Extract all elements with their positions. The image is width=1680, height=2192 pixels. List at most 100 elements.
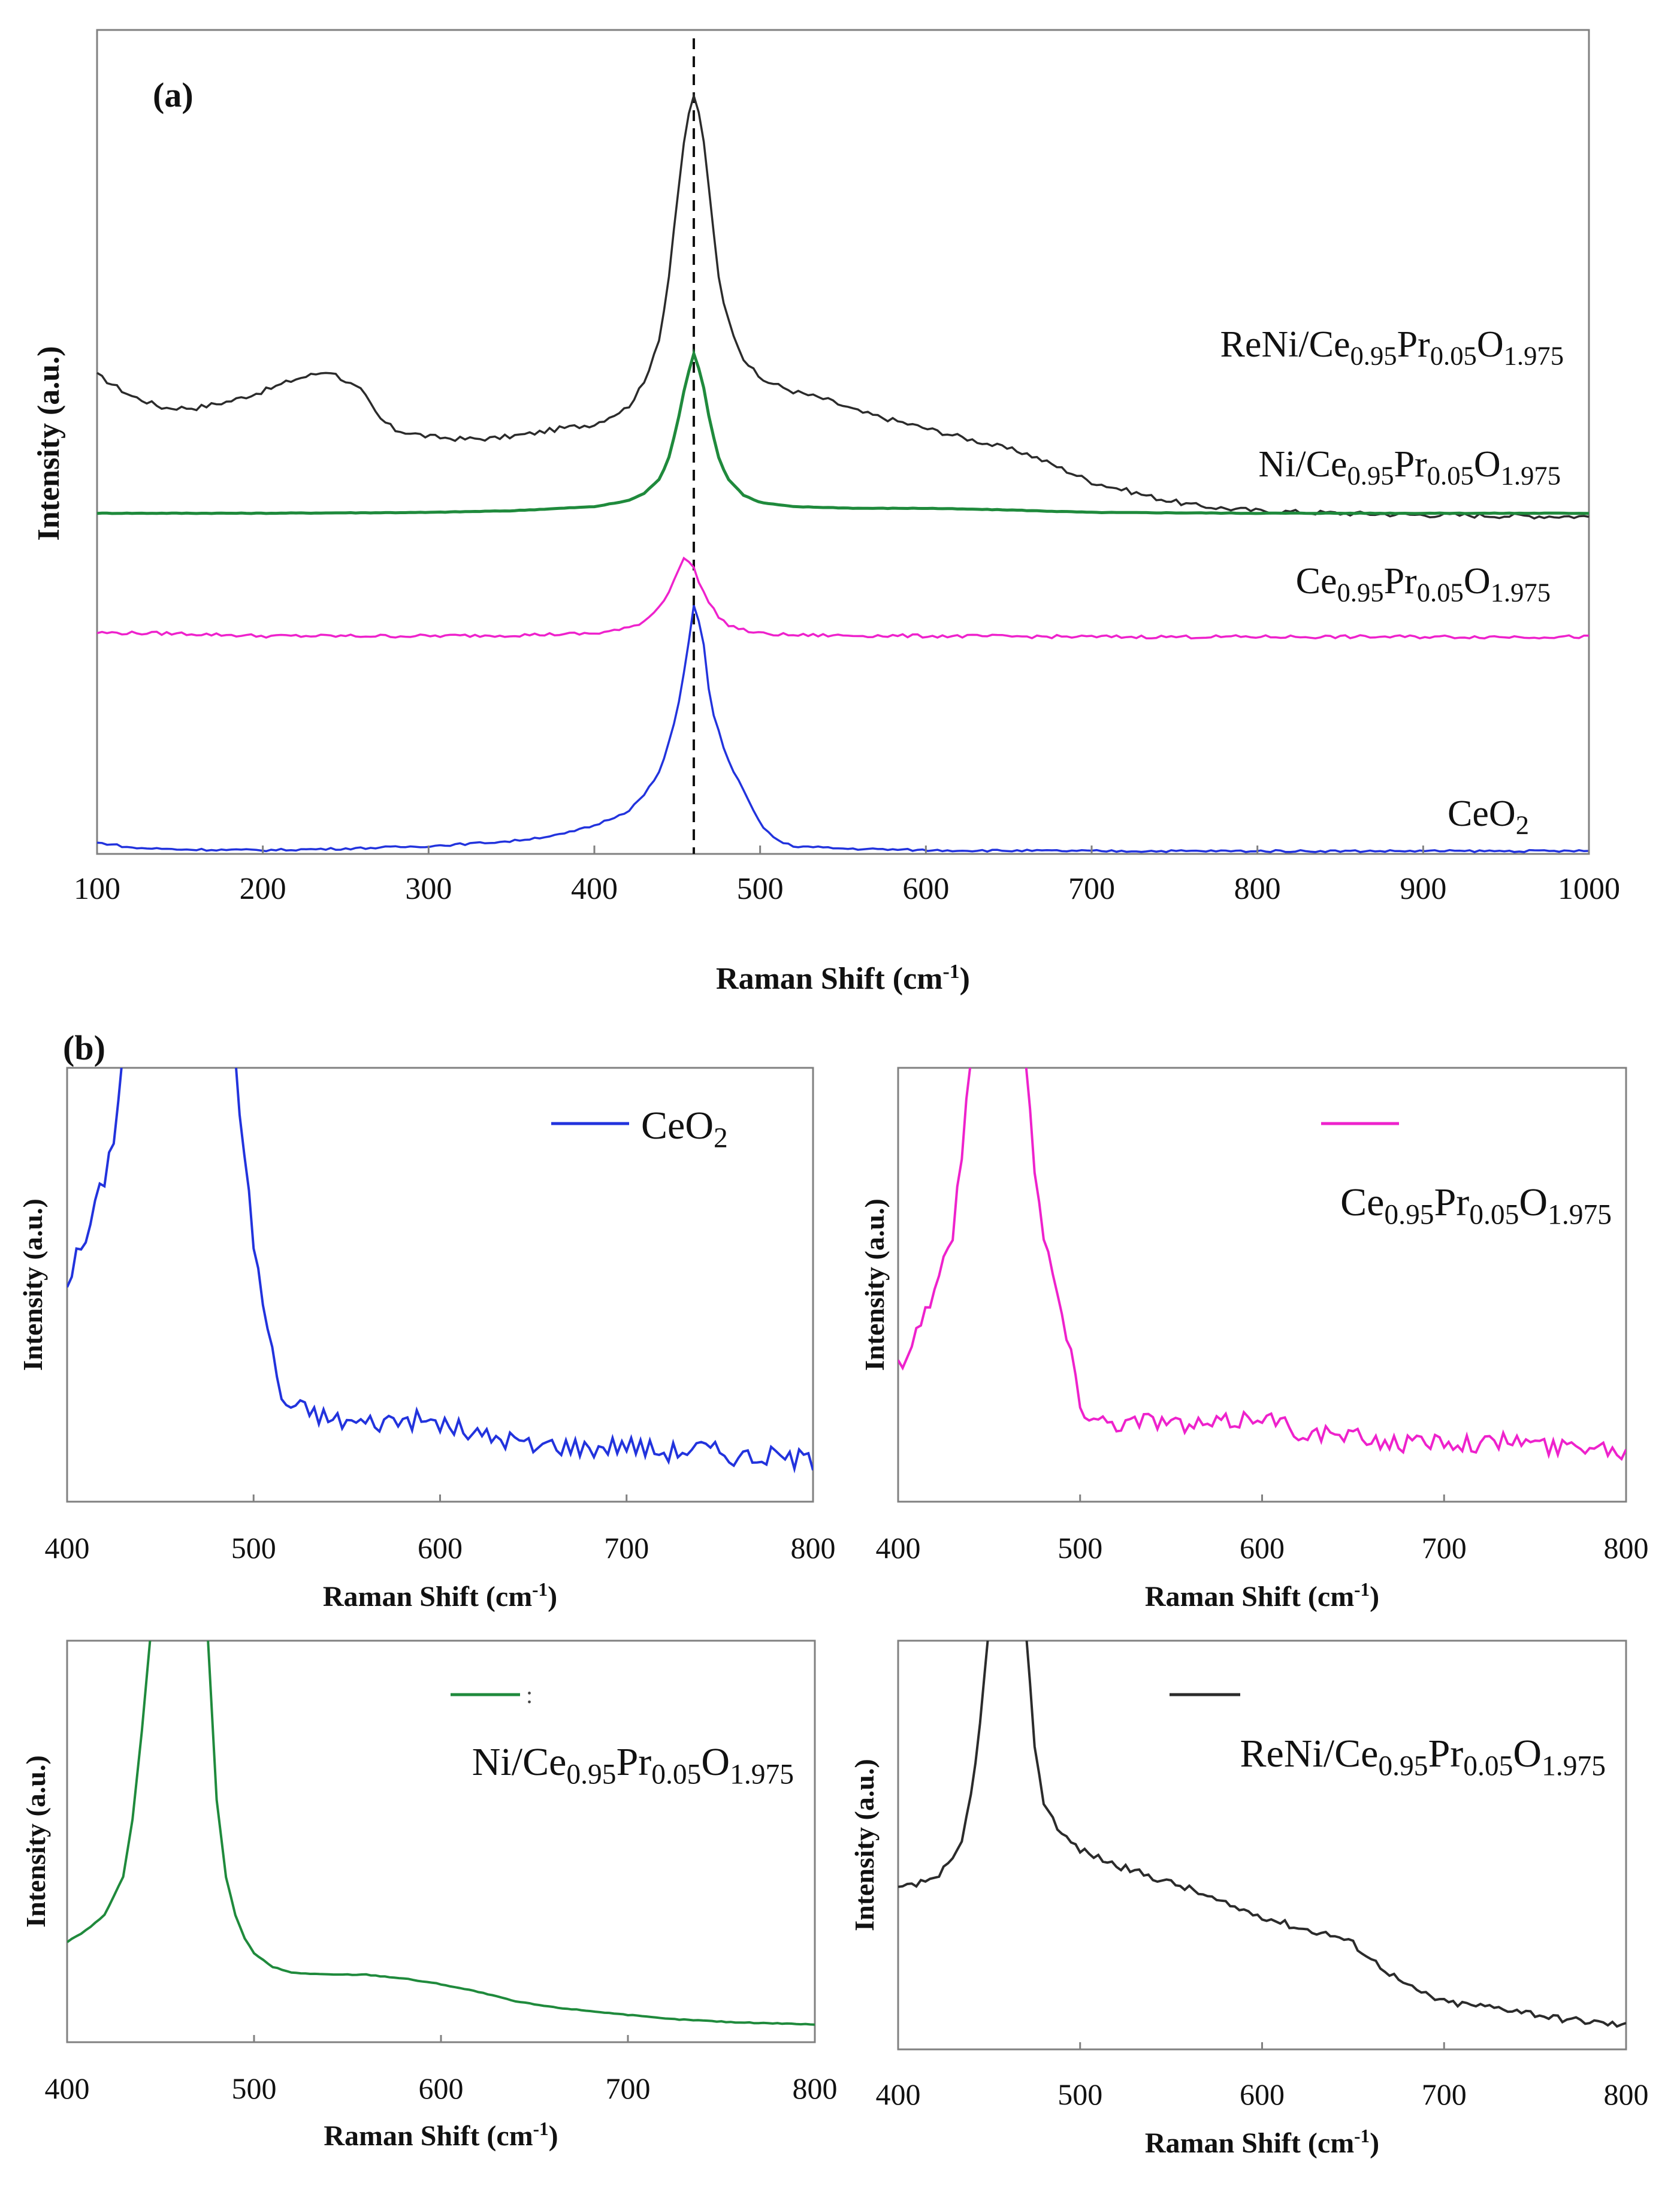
- panel-a-series-labels: ReNi/Ce0.95Pr0.05O1.975Ni/Ce0.95Pr0.05O1…: [1220, 324, 1564, 840]
- subplot-frame: [897, 1067, 1627, 1503]
- panel-a-series-group: [96, 92, 1590, 853]
- x-tick-label: 200: [240, 872, 286, 906]
- series-label-ceo2-part: 2: [1516, 810, 1529, 840]
- subplot-ylabel: Intensity (a.u.): [20, 1755, 51, 1928]
- legend-label-part: O: [1519, 1180, 1548, 1224]
- subplot-xlabel-close: ): [548, 1581, 557, 1613]
- x-tick-label: 500: [232, 2072, 277, 2105]
- legend-label-part: Pr: [617, 1740, 652, 1784]
- legend-label-part: 1.975: [730, 1759, 794, 1791]
- series-label-ni-ce0-95pr0-05o1-975-part: 1.975: [1501, 461, 1561, 491]
- series-label-ce0-95pr0-05o1-975-part: 0.05: [1417, 578, 1464, 608]
- legend-label-part: 0.05: [1463, 1751, 1513, 1782]
- legend-label-part: Ni/Ce: [472, 1740, 567, 1784]
- subplot-xlabel-main: Raman Shift (cm: [1145, 2127, 1354, 2159]
- x-tick-label: 700: [1068, 872, 1115, 906]
- panel-a: (a) 100 200 300 400 500 600 700 800 900 1000 ReNi…: [32, 29, 1620, 996]
- subplot-ylabel: Intensity (a.u.): [17, 1198, 48, 1371]
- x-tick-label: 800: [1604, 2078, 1649, 2111]
- legend-label-part: 2: [714, 1123, 728, 1154]
- subplot-xlabel-main: Raman Shift (cm: [323, 1581, 532, 1613]
- x-tick-label: 500: [231, 1531, 276, 1565]
- legend-label-part: 1.975: [1548, 1200, 1612, 1231]
- subplot-xlabel-main: Raman Shift (cm: [1145, 1581, 1354, 1613]
- subplot-xlabel-close: ): [1370, 2127, 1379, 2159]
- panel-a-xlabel-text-close: ): [960, 962, 970, 996]
- series-line-ce0-95pr0-05o1-975: [96, 556, 1589, 640]
- series-line-ni-ce0-95pr0-05o1-975: [67, 1641, 815, 2026]
- legend-label-part: 0.95: [566, 1759, 616, 1791]
- x-tick-label: 400: [876, 2078, 921, 2111]
- series-label-reni-ce0-95pr0-05o1-975-part: 0.05: [1430, 341, 1477, 371]
- legend-label-part: O: [701, 1740, 730, 1784]
- x-tick-label: 400: [876, 1531, 921, 1565]
- legend-label-part: 0.05: [651, 1759, 701, 1791]
- subplot-xlabel: Raman Shift (cm-1): [1145, 2125, 1379, 2159]
- x-tick-label: 900: [1400, 872, 1446, 906]
- subplot-frame: [897, 1640, 1627, 2051]
- subplot-xlabel-sup: -1: [1354, 2125, 1370, 2146]
- series-label-ce0-95pr0-05o1-975-part: 1.975: [1491, 578, 1551, 608]
- legend-label: ReNi/Ce0.95Pr0.05O1.975: [1240, 1732, 1606, 1782]
- series-label-ce0-95pr0-05o1-975-part: 0.95: [1337, 578, 1383, 608]
- x-tick-label: 400: [45, 2072, 90, 2105]
- x-tick-label: 800: [1604, 1531, 1649, 1565]
- x-tick-label: 400: [571, 872, 618, 906]
- subplot-xlabel-main: Raman Shift (cm: [324, 2120, 533, 2152]
- subplot-xlabel-sup: -1: [1354, 1579, 1370, 1600]
- panel-b-label: (b): [63, 1028, 105, 1067]
- series-label-ni-ce0-95pr0-05o1-975-part: 0.95: [1347, 461, 1394, 491]
- series-label-reni-ce0-95pr0-05o1-975-part: ReNi/Ce: [1220, 324, 1350, 365]
- subplot-ceo2: 400 500 600 700 800 Raman Shift (cm-1) Intensi…: [17, 1067, 836, 1613]
- subplot-frame: [66, 1640, 816, 2043]
- x-tick-label: 600: [418, 1531, 463, 1565]
- subplot-xlabel-sup: -1: [532, 1579, 548, 1600]
- series-label-ni-ce0-95pr0-05o1-975-part: Pr: [1394, 444, 1427, 485]
- panel-a-x-ticks: 100 200 300 400 500 600 700 800 900 1000: [74, 846, 1620, 906]
- series-label-ni-ce0-95pr0-05o1-975-part: O: [1474, 444, 1501, 485]
- series-label-ni-ce0-95pr0-05o1-975-part: 0.05: [1427, 461, 1474, 491]
- series-line-ceo2: [96, 605, 1590, 853]
- series-label-ce0-95pr0-05o1-975-part: Ce: [1296, 561, 1337, 602]
- subplot-ce0-95pr0-05o1-975: 400 500 600 700 800 Raman Shift (cm-1) Intensi…: [859, 1067, 1649, 1613]
- legend-label-part: 1.975: [1542, 1751, 1606, 1782]
- x-tick-label: 400: [45, 1531, 90, 1565]
- series-label-ceo2: CeO2: [1448, 793, 1529, 840]
- series-line-ce0-95pr0-05o1-975: [898, 1068, 1626, 1462]
- legend-label-part: ReNi/Ce: [1240, 1732, 1378, 1776]
- subplot-ylabel: Intensity (a.u.): [859, 1198, 890, 1371]
- panel-a-xlabel-text: Raman Shift (cm-1): [716, 961, 970, 996]
- series-label-ni-ce0-95pr0-05o1-975: Ni/Ce0.95Pr0.05O1.975: [1258, 444, 1561, 491]
- subplot-xlabel-close: ): [1370, 1581, 1379, 1613]
- series-line-ni-ce0-95pr0-05o1-975: [96, 348, 1590, 515]
- x-tick-label: 500: [1057, 2078, 1102, 2111]
- x-tick-label: 700: [1422, 2078, 1467, 2111]
- series-label-ce0-95pr0-05o1-975-part: O: [1464, 561, 1491, 602]
- x-tick-label: 800: [791, 1531, 836, 1565]
- series-label-reni-ce0-95pr0-05o1-975-part: 0.95: [1350, 341, 1397, 371]
- series-label-reni-ce0-95pr0-05o1-975-part: Pr: [1397, 324, 1430, 365]
- x-tick-label: 600: [1240, 1531, 1285, 1565]
- panel-a-xlabel-text-main: Raman Shift (cm: [716, 962, 942, 996]
- subplot-reni-ce0-95pr0-05o1-975: 400 500 600 700 800 Raman Shift (cm-1) Intensi…: [849, 1640, 1649, 2159]
- series-label-ni-ce0-95pr0-05o1-975-part: Ni/Ce: [1258, 444, 1347, 485]
- series-label-ce0-95pr0-05o1-975-part: Pr: [1384, 561, 1417, 602]
- series-line-reni-ce0-95pr0-05o1-975: [898, 1641, 1626, 2028]
- panel-a-label: (a): [153, 76, 194, 114]
- series-label-reni-ce0-95pr0-05o1-975-part: O: [1477, 324, 1504, 365]
- legend-label: Ni/Ce0.95Pr0.05O1.975: [472, 1740, 794, 1791]
- panel-a-ylabel: Intensity (a.u.): [32, 346, 66, 541]
- legend-label-part: O: [1513, 1732, 1542, 1776]
- legend-label-part: Ce: [1340, 1180, 1384, 1224]
- x-tick-label: 700: [604, 1531, 649, 1565]
- x-tick-label: 600: [419, 2072, 464, 2105]
- panel-a-xlabel-text-sup: -1: [942, 961, 959, 983]
- x-tick-label: 800: [793, 2072, 838, 2105]
- subplot-ylabel: Intensity (a.u.): [849, 1759, 880, 1931]
- subplot-xlabel: Raman Shift (cm-1): [324, 2118, 558, 2152]
- x-tick-label: 800: [1234, 872, 1281, 906]
- panel-a-frame: [96, 29, 1590, 855]
